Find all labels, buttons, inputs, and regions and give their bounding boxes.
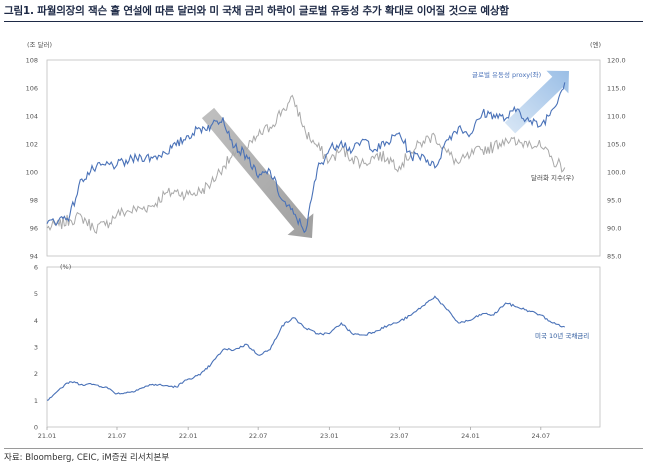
top-plot-border [46,59,601,257]
left-axis-tick-label: 108 [26,57,38,65]
top-plot-frame [46,59,601,257]
yield-series-label: 미국 10년 국채금리 [535,331,589,340]
right-axis-unit: (엔) [590,40,601,49]
bottom-axis-tick-label: 6 [34,264,38,272]
bottom-axis-tick-label: 4 [34,317,38,325]
bottom-plot-frame [46,266,601,428]
global-liquidity-line [46,82,566,234]
x-axis-tick-label: 24.07 [532,432,551,440]
left-axis-tick-label: 106 [26,85,38,93]
left-axis-tick-label: 96 [30,225,38,233]
chart-area: 글로벌 유동성 proxy(좌)달러화 지수(우) 94969810010210… [26,40,626,440]
bottom-axis-tick-label: 1 [34,397,38,405]
downtrend-arrow [201,107,314,239]
left-axis-tick-label: 104 [26,113,38,121]
bottom-series: 미국 10년 국채금리 [46,295,589,401]
title-divider [4,21,643,22]
bottom-axis-unit: (%) [60,263,71,271]
bottom-axis-tick-label: 5 [34,290,38,298]
source-divider [4,448,643,449]
left-axis-tick-label: 100 [26,169,38,177]
left-axis-tick-label: 94 [30,253,38,261]
x-axis-tick-label: 23.07 [390,432,409,440]
top-series: 글로벌 유동성 proxy(좌) 달러화 지수(우) [46,70,574,234]
us10y-yield-line [46,295,566,401]
source-note: 자료: Bloomberg, CEIC, iM증권 리서치본부 [4,453,170,463]
figure-title: 그림1. 파월의장의 잭슨 홀 연설에 따른 달러와 미 국채 금리 하락이 글… [4,5,509,17]
x-axis-tick-label: 21.01 [38,432,57,440]
right-axis-tick-label: 115.0 [607,85,626,93]
x-axis-tick-label: 21.07 [108,432,127,440]
x-axis-tick-label: 23.01 [320,432,339,440]
x-axis-tick-label: 24.01 [461,432,480,440]
right-axis-tick-label: 85.0 [607,253,621,261]
right-axis-tick-label: 95.0 [607,197,621,205]
left-axis-tick-label: 98 [30,197,38,205]
right-axis-tick-label: 100.0 [607,169,626,177]
right-axis-tick-label: 90.0 [607,225,621,233]
bottom-axis-tick-label: 0 [34,424,38,432]
bottom-axis-tick-label: 2 [34,370,38,378]
x-axis-tick-label: 22.01 [179,432,198,440]
trend-arrows [201,70,569,239]
bottom-axis-tick-label: 3 [34,344,38,352]
dollar-index-line [46,94,566,234]
bottom-ticks: 0 1 2 3 4 5 6 (%) 21.01 21.07 22.01 22.07 23.01 23.07… [34,263,550,440]
x-axis-tick-label: 22.07 [249,432,268,440]
left-axis-unit: (조 달러) [27,40,52,49]
top-ticks: 94 96 98 100 102 104 106 108 85.0 90.0 95.0 100.0 10… [26,40,626,261]
dollar-series-label: 달러화 지수(우) [531,173,574,182]
uptrend-arrow [504,70,569,134]
liquidity-series-label: 글로벌 유동성 proxy(좌) [472,70,541,79]
right-axis-tick-label: 120.0 [607,57,626,65]
bottom-plot-border [46,266,601,428]
right-axis-tick-label: 110.0 [607,113,626,121]
right-axis-tick-label: 105.0 [607,141,626,149]
left-axis-tick-label: 102 [26,141,38,149]
